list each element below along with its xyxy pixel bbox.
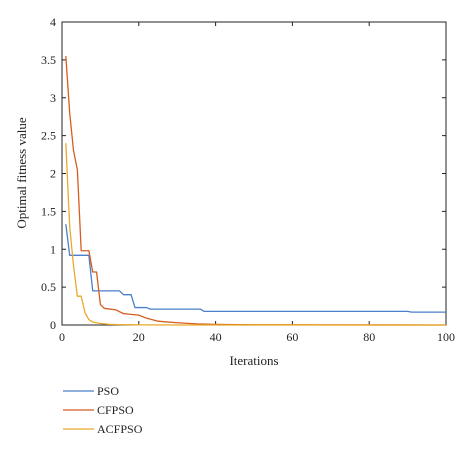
x-tick-label: 20 xyxy=(133,330,145,344)
y-tick-label: 1 xyxy=(50,242,56,256)
y-tick-label: 3.5 xyxy=(41,53,56,67)
axis-ticks: 0 20 40 60 80 100 0 0.5 1 1.5 2 2.5 3 3.5 4 xyxy=(41,15,455,344)
x-tick-label: 80 xyxy=(363,330,375,344)
y-tick-label: 2.5 xyxy=(41,129,56,143)
plot-frame xyxy=(61,21,447,326)
x-tick-label: 0 xyxy=(59,330,65,344)
series-line-cfpso xyxy=(65,56,447,326)
legend: PSO CFPSO ACFPSO xyxy=(63,384,143,436)
legend-label-pso: PSO xyxy=(97,384,119,398)
y-axis-label: Optimal fitness value xyxy=(14,117,29,228)
y-tick-label: 4 xyxy=(50,15,56,29)
series-line-pso xyxy=(65,224,446,313)
series-lines xyxy=(65,56,447,326)
legend-label-cfpso: CFPSO xyxy=(97,403,134,417)
x-tick-label: 40 xyxy=(210,330,222,344)
y-tick-label: 0 xyxy=(50,318,56,332)
y-tick-label: 1.5 xyxy=(41,204,56,218)
x-tick-label: 100 xyxy=(437,330,455,344)
y-tick-label: 0.5 xyxy=(41,280,56,294)
y-tick-label: 3 xyxy=(50,91,56,105)
series-line-acfpso xyxy=(65,143,446,326)
y-tick-label: 2 xyxy=(50,167,56,181)
x-axis-label: Iterations xyxy=(229,353,278,368)
x-tick-label: 60 xyxy=(286,330,298,344)
legend-label-acfpso: ACFPSO xyxy=(97,422,143,436)
